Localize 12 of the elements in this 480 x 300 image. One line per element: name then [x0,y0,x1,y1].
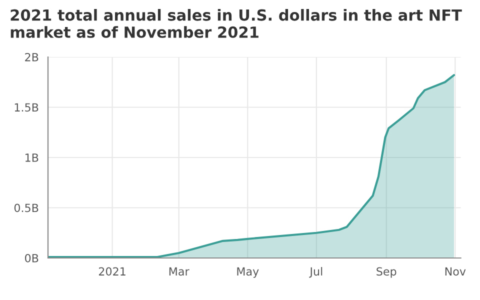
x-tick-label: Mar [169,267,190,276]
x-tick-label: May [237,267,259,278]
y-tick-label: 2B [25,52,38,62]
y-tick-label: 1.5B [14,103,38,112]
x-tick-label: Nov [445,267,466,276]
x-tick-label: 2021 [98,267,126,276]
chart-title: 2021 total annual sales in U.S. dollars in the art NFT market as of November 2021 [10,9,462,38]
y-tick-label: 0.5B [14,204,38,212]
y-tick-label: 1B [26,154,38,162]
x-tick-label: Jul [309,267,322,278]
y-tick-label: 0B [25,254,38,262]
x-tick-label: Sep [376,267,396,278]
